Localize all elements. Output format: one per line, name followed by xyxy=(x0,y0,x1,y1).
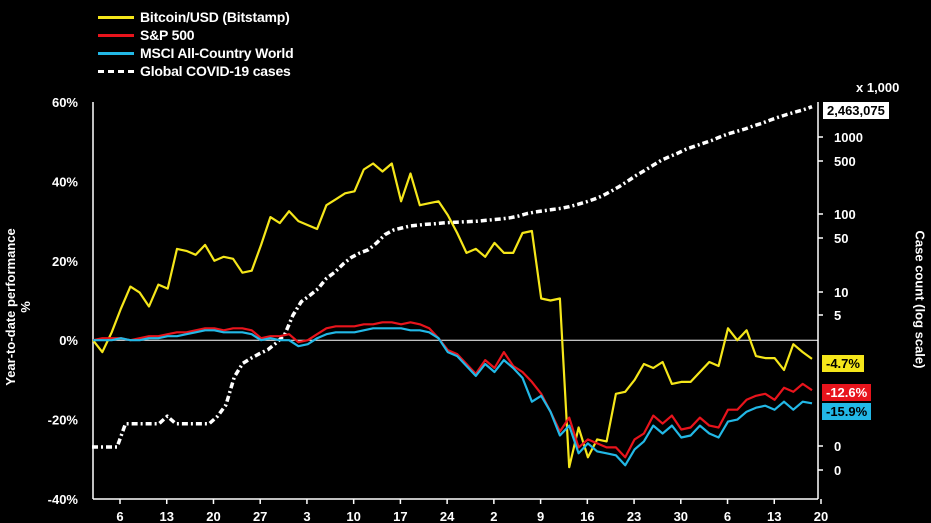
sp500-line xyxy=(92,321,813,459)
legend-label-msci: MSCI All-Country World xyxy=(140,45,294,61)
legend-item-msci: MSCI All-Country World xyxy=(98,44,294,62)
legend-swatch-bitcoin xyxy=(98,15,134,19)
x-tick-label: 6 xyxy=(116,509,123,523)
x-tick-label: 20 xyxy=(814,509,828,523)
end-label-sp500: -12.6% xyxy=(822,384,872,401)
x-tick-label: 16 xyxy=(580,509,594,523)
x-tick-label: 30 xyxy=(674,509,688,523)
right-tick-label: 50 xyxy=(834,231,848,246)
plot-frame xyxy=(92,102,819,500)
x-tick-label: 10 xyxy=(346,509,360,523)
x-tick-label: 20 xyxy=(206,509,220,523)
right-axis-title: Case count (log scale) xyxy=(912,230,928,369)
legend-item-covid: Global COVID-19 cases xyxy=(98,62,293,80)
x-tick-label: 27 xyxy=(253,509,267,523)
end-label-covid: 2,463,075 xyxy=(822,101,890,120)
left-tick-label: 60% xyxy=(52,95,78,110)
right-axis-unit: x 1,000 xyxy=(856,80,900,95)
x-tick-label: 17 xyxy=(393,509,407,523)
x-tick-label: 6 xyxy=(724,509,731,523)
right-tick-label: 0 xyxy=(834,439,841,454)
legend-label-sp500: S&P 500 xyxy=(140,27,195,43)
legend-label-bitcoin: Bitcoin/USD (Bitstamp) xyxy=(140,9,290,25)
msci-line xyxy=(93,327,813,467)
end-label-msci: -15.9% xyxy=(822,403,872,420)
x-tick-label: 3 xyxy=(303,509,310,523)
x-tick-label: 13 xyxy=(767,509,781,523)
left-tick-label: 20% xyxy=(52,254,78,269)
covid-cases-line xyxy=(92,105,813,449)
legend-swatch-sp500 xyxy=(98,33,134,37)
legend-label-covid: Global COVID-19 cases xyxy=(140,63,291,79)
end-label-bitcoin: -4.7% xyxy=(822,355,864,372)
right-tick-label: 100 xyxy=(834,207,856,222)
x-tick-label: 24 xyxy=(440,509,455,523)
right-tick-label: 5 xyxy=(834,308,841,323)
left-tick-label: 40% xyxy=(52,174,78,189)
left-axis-title: Year-to-date performance % xyxy=(3,228,33,386)
right-tick-label: 1000 xyxy=(834,130,863,145)
legend-item-sp500: S&P 500 xyxy=(98,26,293,44)
right-tick-label: 500 xyxy=(834,154,856,169)
left-tick-label: -20% xyxy=(48,413,79,428)
right-tick-label: 0 xyxy=(834,463,841,478)
x-tick-label: 9 xyxy=(537,509,544,523)
legend-item-bitcoin: Bitcoin/USD (Bitstamp) xyxy=(98,8,293,26)
x-tick-label: 13 xyxy=(159,509,173,523)
legend-swatch-msci xyxy=(98,51,134,55)
x-tick-label: 2 xyxy=(490,509,497,523)
right-tick-label: 10 xyxy=(834,285,848,300)
legend-swatch-covid xyxy=(98,69,134,73)
x-tick-label: 23 xyxy=(627,509,641,523)
bitcoin-line xyxy=(92,162,813,469)
legend: Bitcoin/USD (Bitstamp) S&P 500 MSCI All-… xyxy=(98,8,294,80)
left-tick-label: -40% xyxy=(48,492,79,507)
series-layer xyxy=(92,105,813,469)
left-tick-label: 0% xyxy=(59,333,78,348)
